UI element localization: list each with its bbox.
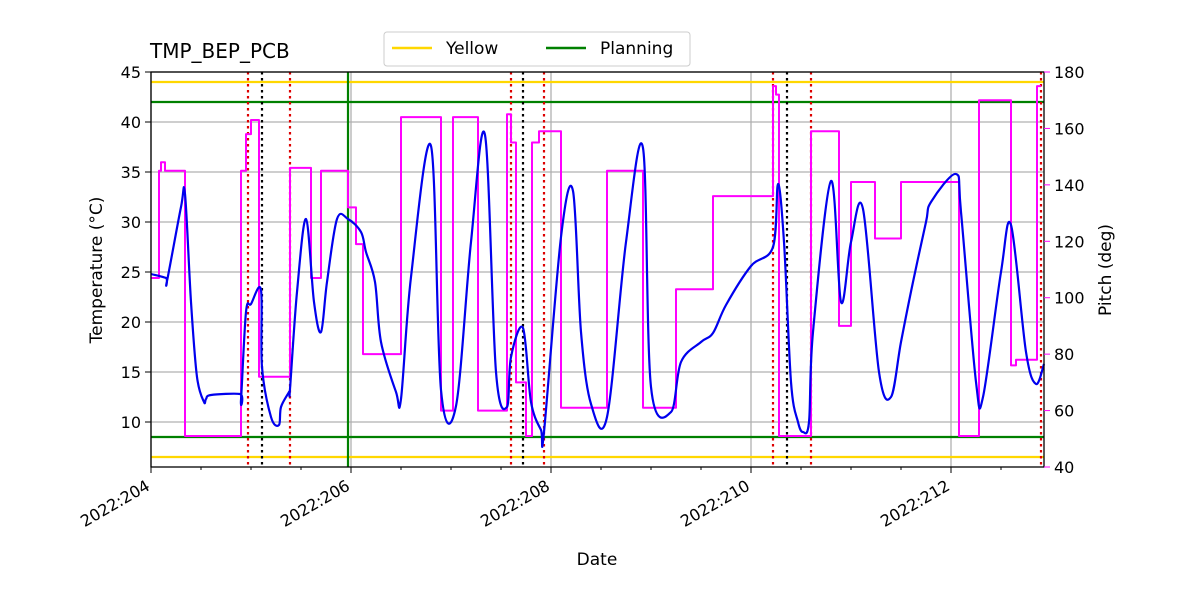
y-tick-label: 10 — [121, 413, 141, 432]
y2-tick-label: 40 — [1054, 458, 1074, 477]
legend-yellow-label: Yellow — [445, 39, 498, 59]
y-tick-label: 35 — [121, 163, 141, 182]
pitch-series-line — [151, 85, 1041, 437]
legend-planning-label: Planning — [600, 39, 673, 59]
x-tick-label: 2022:208 — [477, 476, 553, 531]
y2-tick-label: 80 — [1054, 345, 1074, 364]
y2-tick-label: 60 — [1054, 402, 1074, 421]
chart-title: TMP_BEP_PCB — [149, 39, 290, 63]
x-tick-label: 2022:210 — [677, 476, 753, 531]
y-tick-label: 40 — [121, 113, 141, 132]
x-tick-label: 2022:212 — [877, 476, 953, 531]
x-tick-label: 2022:206 — [277, 476, 353, 531]
vertical-markers — [246, 72, 1043, 467]
y2-tick-label: 180 — [1054, 63, 1085, 82]
legend: Yellow Planning — [383, 31, 691, 67]
temperature-series-line — [150, 130, 1046, 449]
tick-layer: 2022:204 2022:206 2022:208 2022:210 2022:212… — [77, 63, 1084, 531]
limit-lines — [151, 80, 1044, 459]
y-tick-label: 45 — [121, 63, 141, 82]
y-tick-label: 20 — [121, 313, 141, 332]
y2-tick-label: 120 — [1054, 232, 1085, 251]
y2-tick-label: 140 — [1054, 176, 1085, 195]
x-tick-label: 2022:204 — [77, 476, 153, 531]
x-axis-label: Date — [577, 550, 618, 570]
y-tick-label: 30 — [121, 213, 141, 232]
y-axis-label: Temperature (°C) — [87, 197, 107, 345]
y2-axis-label: Pitch (deg) — [1096, 224, 1116, 316]
y2-tick-label: 160 — [1054, 119, 1085, 138]
y2-tick-label: 100 — [1054, 289, 1085, 308]
series-layer — [150, 85, 1046, 449]
legend-box — [383, 31, 691, 67]
plot-frame — [150, 71, 1045, 468]
y-tick-label: 25 — [121, 263, 141, 282]
y-tick-label: 15 — [121, 363, 141, 382]
